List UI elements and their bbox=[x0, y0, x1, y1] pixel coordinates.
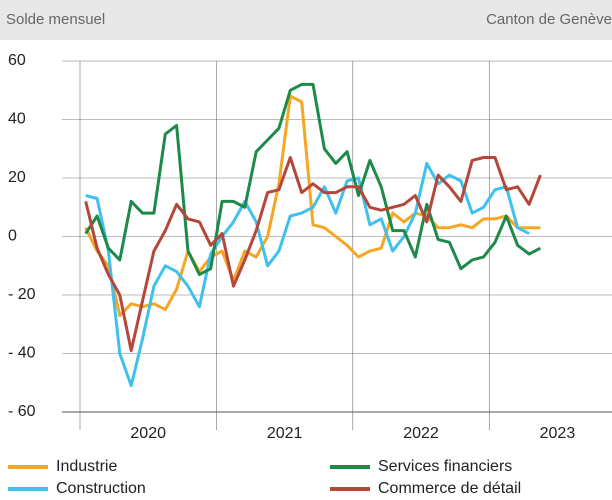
header-band bbox=[0, 0, 612, 40]
series-line bbox=[84, 156, 542, 353]
y-tick-label: - 20 bbox=[8, 286, 36, 303]
y-tick-label: 40 bbox=[8, 111, 26, 128]
legend-label: Industrie bbox=[56, 458, 117, 475]
x-tick-label: 2023 bbox=[540, 425, 576, 442]
chart-title: Solde mensuel bbox=[6, 11, 105, 28]
y-tick-label: - 60 bbox=[8, 403, 36, 420]
x-tick-label: 2022 bbox=[403, 425, 439, 442]
chart-subtitle: Canton de Genève bbox=[486, 11, 612, 28]
series-line bbox=[84, 94, 541, 317]
legend-label: Construction bbox=[56, 480, 146, 497]
y-tick-label: 0 bbox=[8, 228, 17, 245]
series-line bbox=[84, 82, 542, 276]
y-tick-label: - 40 bbox=[8, 345, 36, 362]
y-tick-label: 20 bbox=[8, 169, 26, 186]
series-line bbox=[85, 161, 530, 388]
y-tick-label: 60 bbox=[8, 52, 26, 69]
x-tick-label: 2021 bbox=[267, 425, 303, 442]
legend-label: Commerce de détail bbox=[378, 480, 521, 497]
legend-label: Services financiers bbox=[378, 458, 512, 475]
x-tick-label: 2020 bbox=[130, 425, 166, 442]
